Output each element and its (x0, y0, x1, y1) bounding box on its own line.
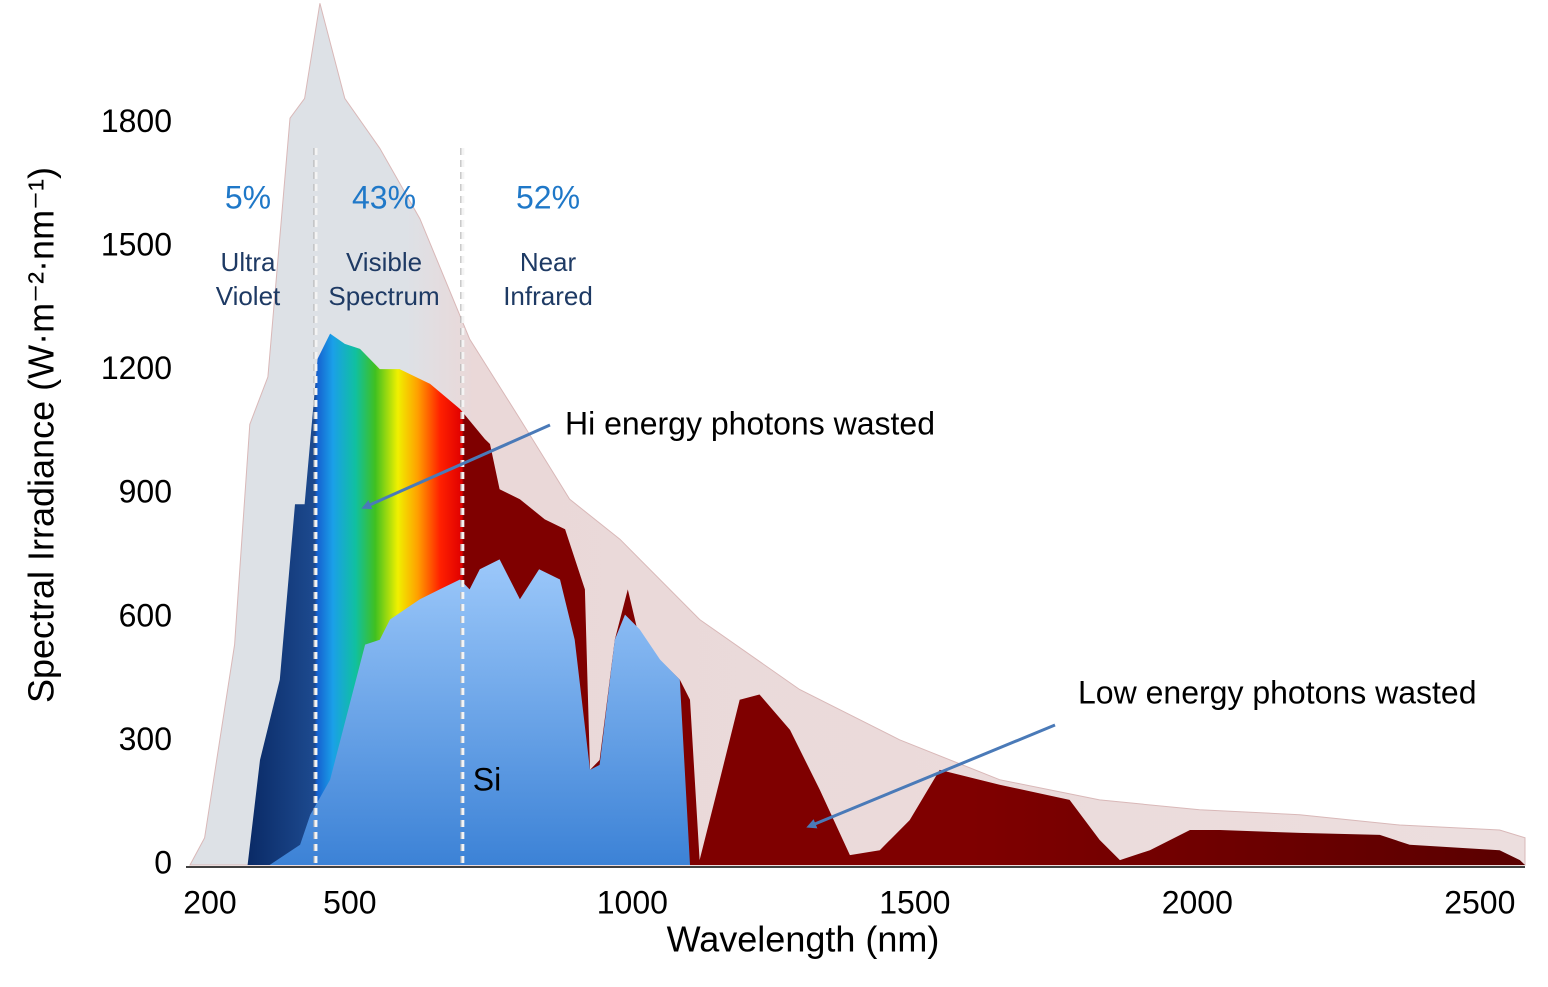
x-tick-label: 1000 (597, 884, 668, 920)
x-tick-label: 2000 (1162, 884, 1233, 920)
x-tick-label: 200 (183, 884, 236, 920)
region-percent: 52% (516, 179, 580, 215)
x-tick-label: 2500 (1444, 884, 1515, 920)
annotation: Low energy photons wasted (1078, 674, 1476, 710)
x-axis-title: Wavelength (nm) (667, 919, 940, 960)
x-tick-label: 500 (323, 884, 376, 920)
y-tick-label: 0 (154, 844, 172, 880)
plot-area (189, 3, 1526, 866)
y-tick-label: 1500 (101, 227, 172, 263)
arrow (361, 423, 551, 510)
y-tick-label: 300 (119, 721, 172, 757)
region-name: Infrared (503, 281, 593, 311)
x-tick-label: 1500 (879, 884, 950, 920)
annotation: Si (473, 761, 501, 797)
y-tick-label: 1200 (101, 350, 172, 386)
region-name: Violet (216, 281, 281, 311)
region-percent: 43% (352, 179, 416, 215)
region-percent: 5% (225, 179, 271, 215)
y-tick-label: 900 (119, 474, 172, 510)
y-tick-label: 600 (119, 597, 172, 633)
y-axis-title: Spectral Irradiance (W·m⁻²·nm⁻¹) (21, 167, 62, 703)
y-tick-label: 1800 (101, 103, 172, 139)
region-name: Spectrum (328, 281, 439, 311)
arrow (806, 723, 1056, 829)
region-name: Ultra (221, 247, 276, 277)
area (269, 559, 690, 865)
annotation: Hi energy photons wasted (565, 405, 935, 441)
region-name: Near (520, 247, 577, 277)
region-name: Visible (346, 247, 422, 277)
